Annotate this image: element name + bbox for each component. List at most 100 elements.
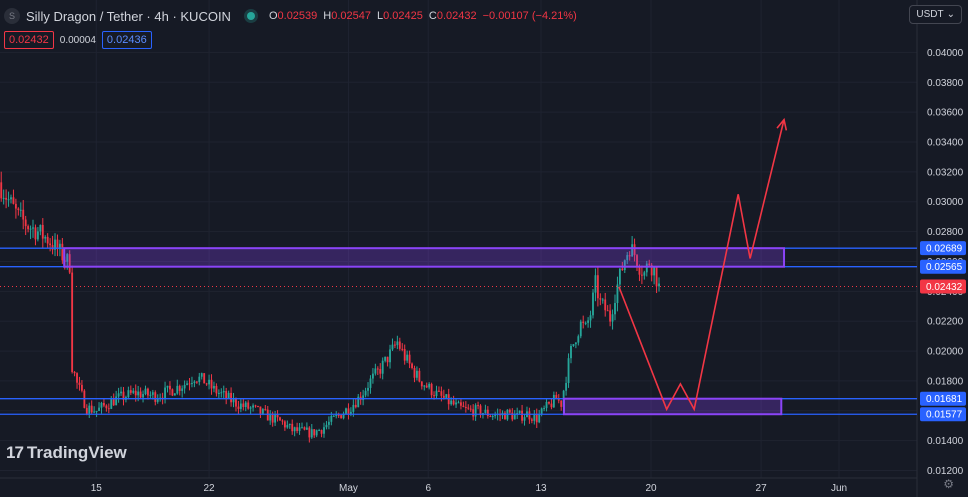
y-tick-label: 0.03200 (927, 167, 964, 178)
candle-body (340, 415, 343, 419)
candle-body (281, 420, 284, 422)
candle-body (416, 370, 418, 378)
candle-body (147, 388, 149, 396)
candle-body (232, 398, 235, 403)
settings-gear-icon[interactable]: ⚙ (943, 477, 954, 491)
sell-button[interactable]: 0.02432 (4, 31, 54, 49)
candle-body (19, 209, 22, 211)
candle-body (347, 408, 350, 415)
candle-body (325, 424, 328, 428)
candle-body (528, 411, 531, 420)
candle-body (535, 414, 538, 423)
y-tick-label: 0.04000 (927, 48, 964, 59)
candle-body (601, 299, 604, 301)
y-tick-label: 0.03400 (927, 138, 964, 149)
candle-body (142, 394, 144, 398)
candle-body (391, 344, 394, 350)
candle-body (296, 427, 299, 431)
currency-selector[interactable]: USDT ⌄ (909, 5, 962, 24)
candle-body (213, 385, 215, 389)
candle-body (645, 263, 648, 273)
high-value: 0.02547 (331, 10, 371, 22)
candle-body (222, 390, 225, 393)
candle-body (12, 197, 15, 204)
tradingview-logo[interactable]: 17 TradingView (6, 443, 127, 463)
level-price-label: 0.01577 (926, 410, 963, 421)
candle-body (552, 394, 555, 408)
candle-body (596, 275, 599, 299)
candle-body (34, 227, 37, 240)
level-price-tag (920, 391, 966, 406)
y-tick-label: 0.02800 (927, 227, 964, 238)
x-tick-label: 15 (91, 483, 103, 494)
candle-body (626, 255, 629, 261)
candle-body (305, 427, 308, 430)
candle-body (403, 349, 406, 361)
x-tick-label: 13 (535, 483, 547, 494)
candle-body (521, 410, 524, 421)
candle-body (310, 429, 313, 438)
open-key: O (268, 10, 278, 22)
candle-body (303, 427, 306, 430)
candle-body (169, 385, 171, 390)
candle-body (462, 405, 465, 407)
x-tick-label: 27 (756, 483, 768, 494)
candle-body (587, 320, 590, 323)
candle-body (200, 373, 203, 377)
symbol-title[interactable]: Silly Dragon / Tether · 4h · KUCOIN (26, 8, 231, 24)
candle-body (39, 224, 42, 232)
buy-button[interactable]: 0.02436 (101, 31, 152, 49)
candle-body (614, 303, 616, 315)
candle-body (582, 321, 585, 323)
candle-body (572, 344, 575, 346)
candle-body (107, 408, 110, 410)
candle-body (227, 392, 230, 399)
candle-body (570, 345, 572, 359)
candle-body (76, 373, 78, 383)
candle-body (134, 390, 137, 396)
candle-body (330, 415, 333, 422)
candle-body (655, 267, 658, 287)
y-tick-label: 0.02000 (927, 347, 964, 358)
candle-body (279, 417, 281, 421)
candle-body (450, 400, 453, 405)
candle-body (261, 409, 264, 414)
candle-body (176, 385, 179, 394)
candle-body (648, 263, 651, 266)
market-open-status-icon (246, 12, 255, 20)
candle-body (259, 406, 262, 414)
candle-body (357, 396, 360, 408)
candle-body (5, 197, 8, 200)
candle-body (320, 430, 323, 434)
level-price-label: 0.01681 (926, 394, 963, 405)
candle-body (401, 348, 404, 350)
candle-body (406, 354, 409, 361)
candle-body (215, 385, 218, 394)
candle-body (137, 391, 140, 396)
candle-body (252, 405, 255, 408)
candle-body (354, 404, 357, 408)
supply-demand-zone (63, 247, 786, 268)
candle-body (17, 208, 20, 211)
candle-body (173, 393, 176, 396)
candle-body (95, 410, 98, 412)
candle-body (374, 368, 377, 374)
candle-body (379, 369, 382, 374)
candle-body (98, 407, 100, 411)
candle-body (29, 228, 32, 230)
candle-body (565, 383, 568, 391)
candle-body (188, 383, 191, 385)
candle-body (237, 406, 240, 409)
candle-body (442, 395, 445, 398)
candle-body (51, 245, 54, 250)
candle-body (24, 219, 27, 227)
candle-body (636, 255, 638, 268)
current-price-tag (920, 279, 966, 294)
candle-body (308, 427, 311, 438)
candle-body (88, 405, 91, 414)
candle-body (557, 399, 560, 401)
candle-body (643, 272, 646, 276)
current-price-label: 0.02432 (926, 282, 963, 293)
candle-body (533, 414, 536, 421)
